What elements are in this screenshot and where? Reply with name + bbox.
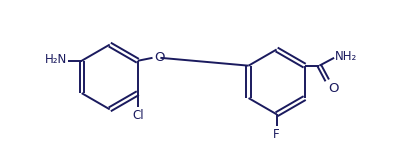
Text: O: O — [328, 82, 339, 95]
Text: Cl: Cl — [132, 109, 144, 122]
Text: O: O — [154, 51, 165, 64]
Text: F: F — [273, 128, 280, 141]
Text: H₂N: H₂N — [45, 53, 67, 66]
Text: NH₂: NH₂ — [335, 50, 357, 63]
